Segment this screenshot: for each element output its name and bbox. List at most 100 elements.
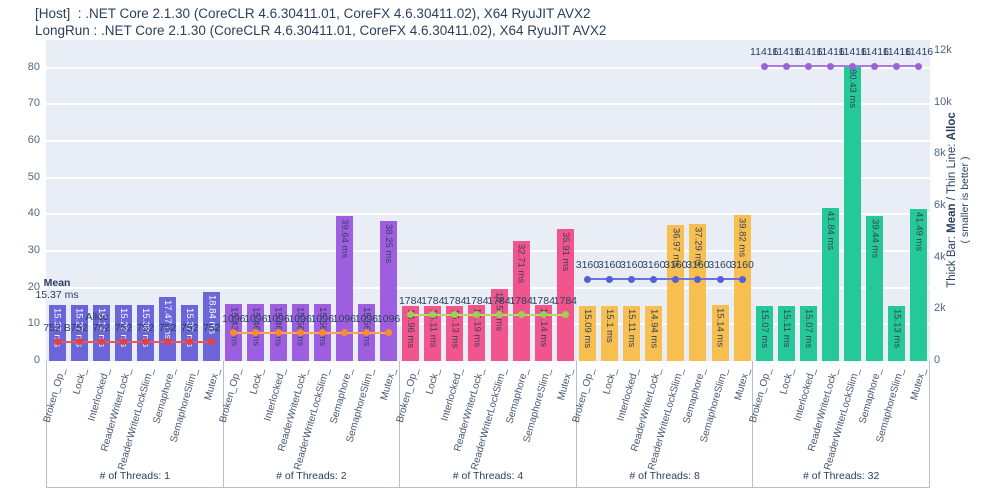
bar: 15.14 ms: [711, 305, 729, 361]
bar: 15.14 ms: [534, 305, 552, 361]
bar-mean-label: 15.56 ms: [316, 306, 328, 346]
bar-mean-label: 32.71 ms: [515, 244, 527, 284]
alloc-point-label: 1096: [376, 312, 401, 325]
bar-mean-label: 15.11 ms: [626, 308, 638, 347]
bar-mean-label: 15.46 ms: [272, 307, 284, 347]
bar-mean-label: 15.27 ms: [73, 307, 85, 348]
host-runtime-title: [Host] : .NET Core 2.1.30 (CoreCLR 4.6.3…: [35, 6, 591, 21]
alloc-point-label: 1096: [354, 312, 379, 325]
bar-mean-label: 15.11 ms: [780, 308, 792, 347]
alloc-point-label: 1784: [531, 294, 555, 307]
bar: 32.71 ms: [512, 241, 530, 361]
alloc-dot: [495, 311, 503, 319]
bar: 15.07 ms: [755, 305, 773, 361]
gridline: [46, 213, 930, 216]
alloc-point-label: 3160: [597, 259, 622, 272]
bar: 36.97 ms: [667, 225, 685, 361]
bar-mean-label: 15.38 ms: [139, 307, 151, 347]
alloc-dot: [760, 62, 768, 70]
alloc-point-label: 3160: [575, 259, 600, 272]
alloc-line: [233, 331, 389, 334]
category-label: Interlocked_: [86, 367, 112, 423]
left-axis-tick: 20: [27, 280, 40, 293]
category-label: Mutex_: [379, 367, 399, 402]
mean-annotation: Mean 15.37 ms: [35, 277, 78, 301]
bar-mean-label: 15.07 ms: [758, 308, 770, 348]
alloc-annotation: Alloc: [85, 310, 109, 323]
thread-group-label: # of Threads: 32: [803, 470, 880, 482]
bar-mean-label: 15.09 ms: [581, 308, 593, 348]
alloc-dot: [451, 311, 459, 319]
bar: 15.07 ms: [799, 305, 817, 361]
alloc-dot: [208, 338, 216, 346]
alloc-point-label: 11416: [838, 46, 867, 59]
gridline: [46, 323, 930, 326]
bar-mean-label: 41.49 ms: [913, 211, 925, 251]
alloc-line: [764, 65, 919, 68]
right-axis-title-line1: Thick Bar: Mean / Thin Line: Alloc: [946, 112, 958, 288]
alloc-point-label: 11416: [794, 46, 823, 59]
alloc-dot: [804, 62, 812, 70]
thread-group-cell: Broken_Op_ Lock_ Interlocked_ ReaderWriterL…: [218, 361, 401, 487]
bar: 14.94 ms: [645, 306, 663, 361]
alloc-point-label: 1096: [244, 312, 268, 325]
bar-mean-label: 36.97 ms: [670, 228, 682, 268]
alloc-point-label: 752: [70, 321, 88, 334]
alloc-point-label: 11416: [860, 46, 889, 59]
bar-mean-label: 80.43 ms: [847, 68, 859, 109]
category-label: Lock_: [601, 367, 620, 396]
category-label: Interlocked_: [615, 367, 642, 423]
left-axis-tick: 70: [27, 97, 40, 110]
alloc-dot: [583, 275, 591, 283]
alloc-point-label: 1784: [398, 294, 423, 307]
gridline: [46, 103, 930, 106]
bar: 39.44 ms: [866, 216, 884, 361]
bar-mean-label: 15.37 ms: [51, 307, 63, 347]
mean-annotation-value: 15.37 ms: [35, 288, 79, 301]
bar-mean-label: 39.44 ms: [869, 219, 881, 259]
category-label: Lock_: [424, 367, 443, 396]
right-axis-title-line2: ( smaller is better ): [959, 156, 971, 244]
bar-mean-label: 15.19 ms: [471, 308, 483, 348]
alloc-point-label: 752: [202, 321, 221, 334]
category-label: Lock_: [248, 367, 267, 396]
bar: 15.13 ms: [888, 305, 906, 361]
category-label: Mutex_: [732, 367, 752, 402]
category-label: Mutex_: [555, 367, 576, 402]
bar-mean-label: 14.94 ms: [648, 309, 660, 349]
alloc-point-label: 3160: [730, 259, 754, 272]
alloc-point-label: 752: [180, 321, 199, 334]
alloc-dot: [274, 329, 282, 337]
bar-mean-label: 39.82 ms: [736, 217, 748, 257]
alloc-dot: [517, 311, 525, 319]
alloc-dot: [97, 338, 105, 346]
thread-group-label: # of Threads: 1: [99, 470, 171, 482]
alloc-point-label: 1784: [443, 294, 467, 307]
alloc-point-label: 1784: [487, 294, 511, 307]
category-label: Broken_Op_: [41, 367, 68, 425]
alloc-point-label: 11416: [772, 46, 801, 59]
thread-group-label: # of Threads: 4: [452, 470, 524, 482]
bar-mean-label: 35.91 ms: [559, 232, 571, 272]
bar: 15.09 ms: [578, 305, 596, 361]
left-axis-tick: 0: [33, 354, 40, 366]
bar: 15.14 ms: [92, 305, 110, 361]
alloc-point-label: 3160: [664, 259, 688, 272]
bar: 15.27 ms: [70, 304, 88, 361]
right-axis-tick: 0: [934, 354, 941, 366]
thread-group-label: # of Threads: 8: [629, 470, 700, 482]
bar: 15.1 ms: [601, 305, 619, 361]
alloc-dot: [385, 329, 393, 337]
bar: 15.11 ms: [777, 305, 795, 361]
alloc-point-label: 752: [158, 321, 177, 334]
alloc-point-label: 1784: [465, 294, 489, 307]
gridline: [46, 66, 930, 69]
alloc-point-label: 11416: [904, 46, 934, 59]
alloc-dot: [539, 311, 547, 319]
alloc-dot: [606, 275, 614, 283]
alloc-dot: [164, 338, 172, 346]
alloc-dot: [141, 338, 149, 346]
bar-mean-label: 38.25 ms: [383, 223, 395, 263]
bar-mean-label: 14.96 ms: [405, 309, 417, 349]
